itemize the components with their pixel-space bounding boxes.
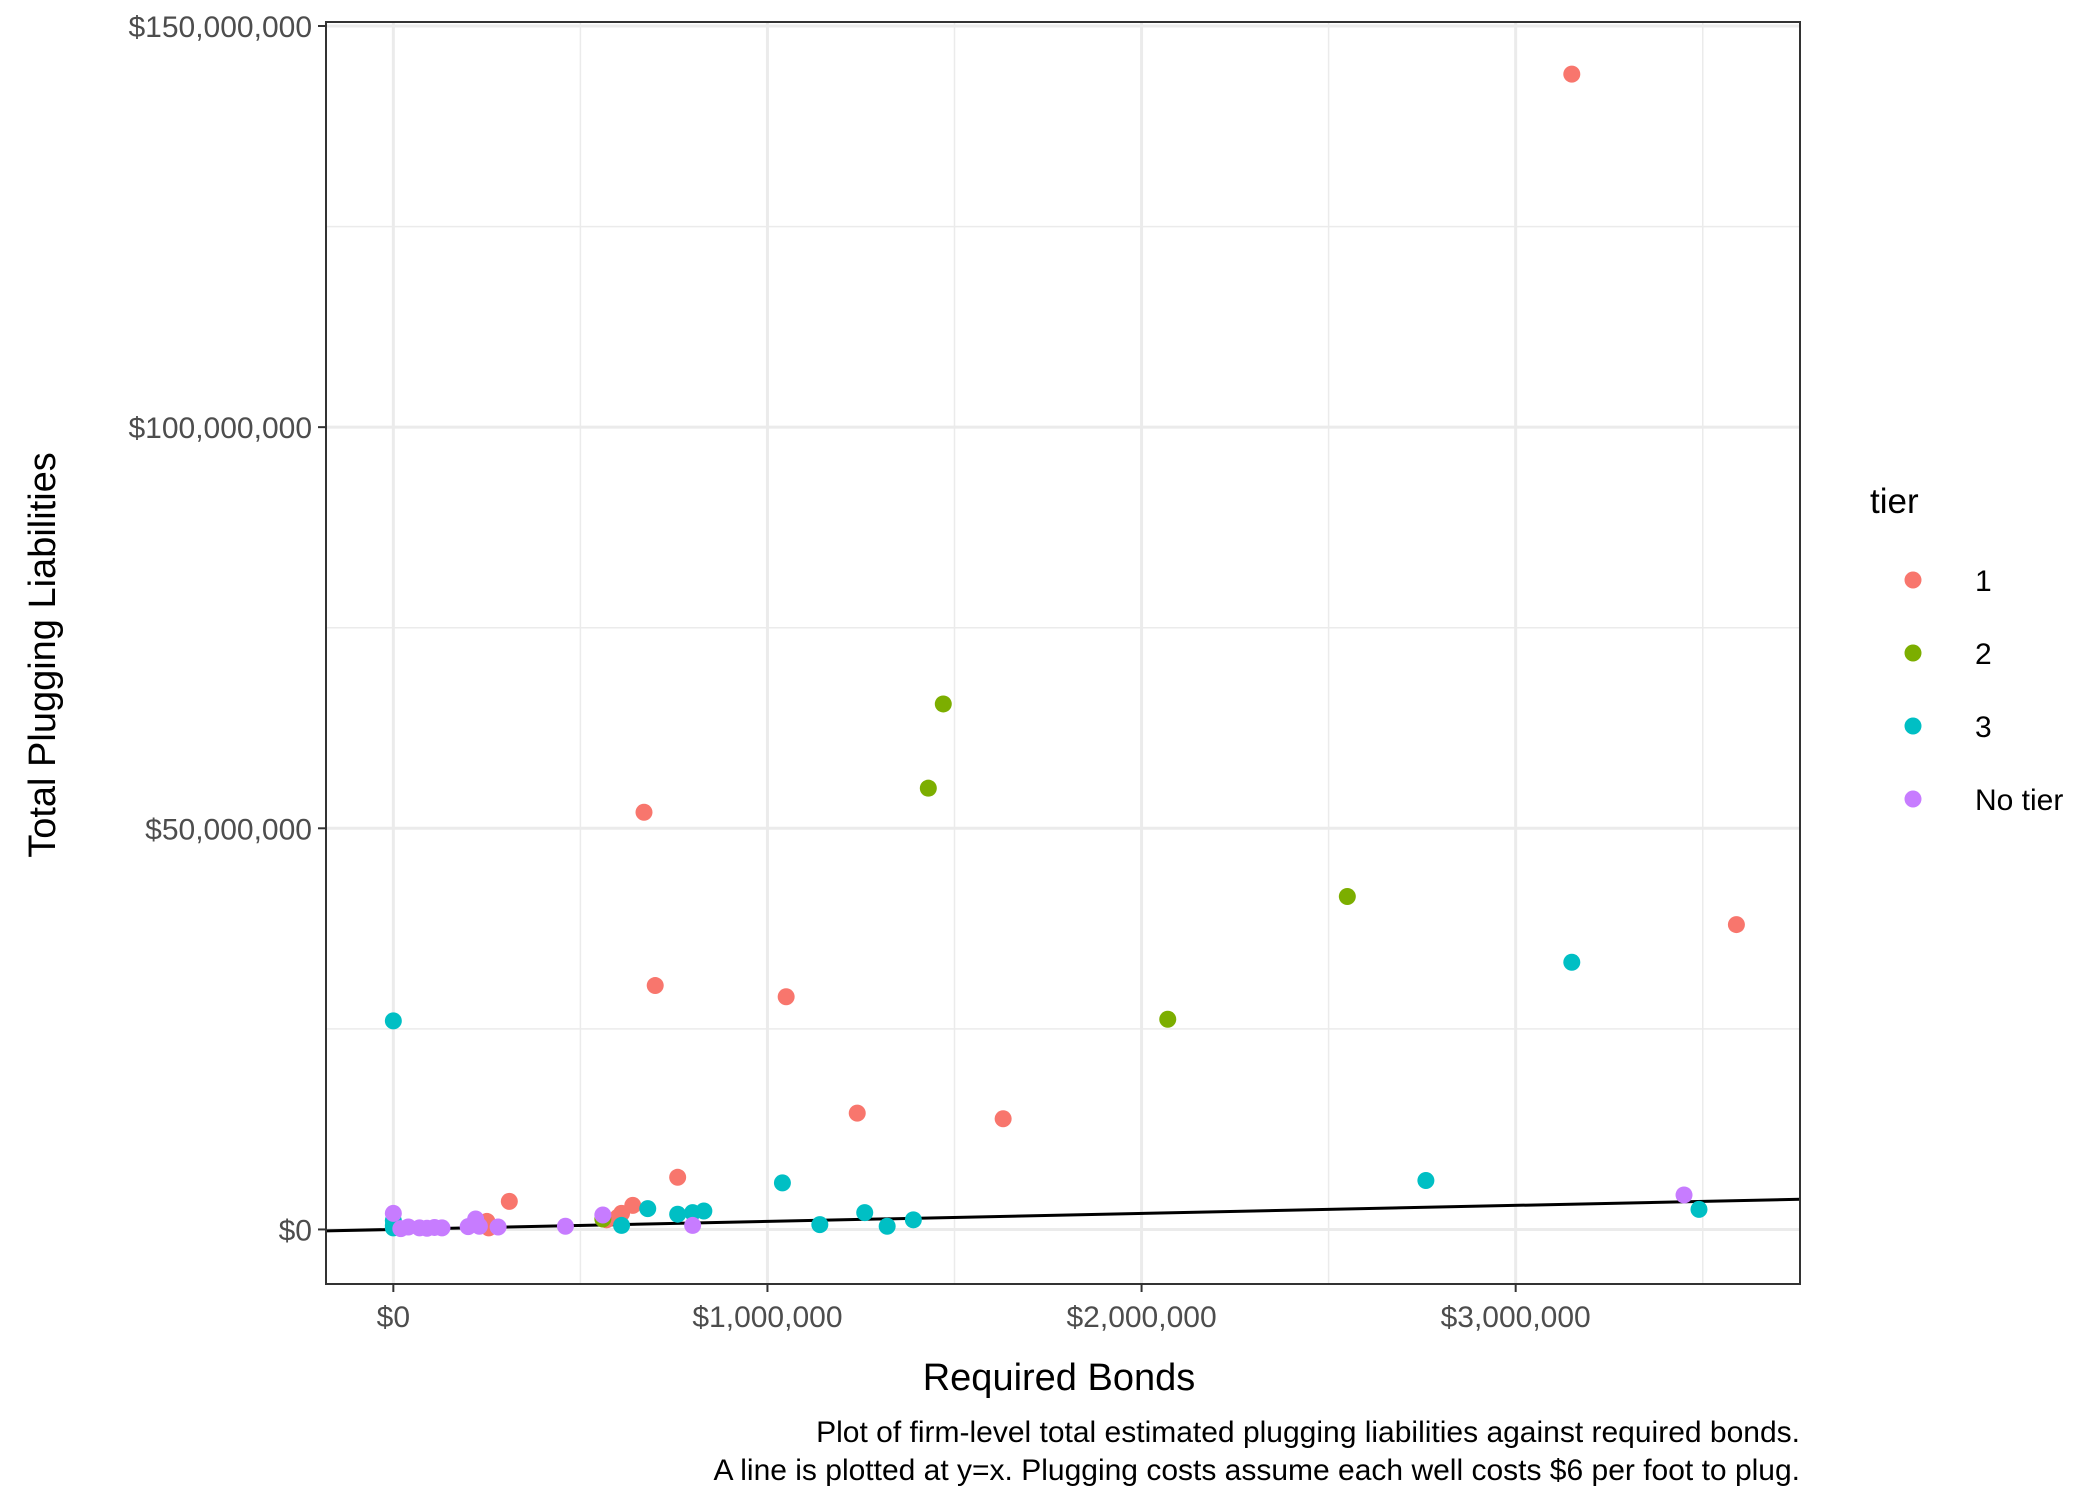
x-tick-label: $3,000,000 [1441, 1301, 1591, 1334]
legend-key [1904, 717, 1922, 735]
major-gridlines [326, 22, 1800, 1284]
data-point-tier-3 [695, 1202, 713, 1220]
data-point-tier-3 [856, 1204, 874, 1222]
data-point-tier-1 [848, 1104, 866, 1122]
y-tick-label: $50,000,000 [145, 813, 312, 846]
data-point-tier-1 [1727, 916, 1745, 934]
data-point-tier-3 [639, 1200, 657, 1218]
legend-label: 2 [1975, 638, 1992, 671]
data-point-tier-1 [994, 1110, 1012, 1128]
panel-border [325, 21, 1801, 1285]
reference-line-y-equals-x [325, 1197, 1801, 1233]
data-point-tier-3 [904, 1211, 922, 1229]
x-axis-title: Required Bonds [923, 1357, 1196, 1399]
data-point-tier-3 [613, 1216, 631, 1234]
data-point-tier-2 [1159, 1010, 1177, 1028]
data-point-tier-no-tier [684, 1216, 702, 1234]
data-point-tier-3 [773, 1174, 791, 1192]
data-point-tier-no-tier [392, 1220, 410, 1238]
y-axis: $0 $50,000,000 $100,000,000 $150,000,000 [128, 11, 326, 1247]
legend-label: 1 [1975, 565, 1992, 598]
legend-item-3: 3 [1904, 711, 1992, 744]
legend-label: No tier [1975, 784, 2063, 817]
data-point-tier-no-tier [1675, 1186, 1693, 1204]
data-point-tier-no-tier [433, 1219, 451, 1237]
legend: tier 1 2 3 No tier [1870, 482, 2063, 817]
data-point-tier-1 [1563, 65, 1581, 83]
x-tick-label: $2,000,000 [1066, 1301, 1216, 1334]
data-point-tier-1 [777, 988, 795, 1006]
caption-line-1: Plot of firm-level total estimated plugg… [816, 1416, 1800, 1449]
legend-item-2: 2 [1904, 638, 1992, 671]
caption-line-2: A line is plotted at y=x. Plugging costs… [714, 1454, 1800, 1487]
legend-title: tier [1870, 482, 1919, 521]
data-point-tier-no-tier [489, 1218, 507, 1236]
data-point-tier-no-tier [556, 1217, 574, 1235]
data-point-tier-1 [500, 1192, 518, 1210]
legend-items: 1 2 3 No tier [1904, 565, 2063, 817]
legend-key [1904, 571, 1922, 589]
minor-gridlines [326, 22, 1800, 1284]
legend-item-1: 1 [1904, 565, 1992, 598]
data-point-tier-3 [669, 1205, 687, 1223]
data-point-tier-3 [384, 1012, 402, 1030]
points-layer [384, 65, 1745, 1238]
data-point-tier-1 [635, 803, 653, 821]
data-point-tier-no-tier [594, 1206, 612, 1224]
y-axis-title: Total Plugging Liabilities [22, 452, 64, 858]
x-tick-label: $0 [377, 1301, 410, 1334]
data-point-tier-3 [1690, 1200, 1708, 1218]
legend-item-no-tier: No tier [1904, 784, 2063, 817]
legend-key [1904, 790, 1922, 808]
data-point-tier-3 [811, 1216, 829, 1234]
x-tick-label: $1,000,000 [692, 1301, 842, 1334]
y-tick-label: $0 [279, 1214, 312, 1247]
reference-line-layer [325, 1197, 1801, 1233]
data-point-tier-2 [1338, 887, 1356, 905]
data-point-tier-2 [934, 695, 952, 713]
data-point-tier-3 [1417, 1172, 1435, 1190]
y-tick-label: $150,000,000 [128, 11, 312, 44]
y-tick-label: $100,000,000 [128, 412, 312, 445]
data-point-tier-no-tier [470, 1217, 488, 1235]
data-point-tier-1 [646, 977, 664, 995]
legend-label: 3 [1975, 711, 1992, 744]
data-point-tier-3 [1563, 953, 1581, 971]
data-point-tier-1 [669, 1168, 687, 1186]
x-axis: $0 $1,000,000 $2,000,000 $3,000,000 [377, 1284, 1591, 1334]
data-point-tier-no-tier [384, 1204, 402, 1222]
data-point-tier-2 [919, 779, 937, 797]
legend-key [1904, 644, 1922, 662]
data-point-tier-3 [878, 1217, 896, 1235]
